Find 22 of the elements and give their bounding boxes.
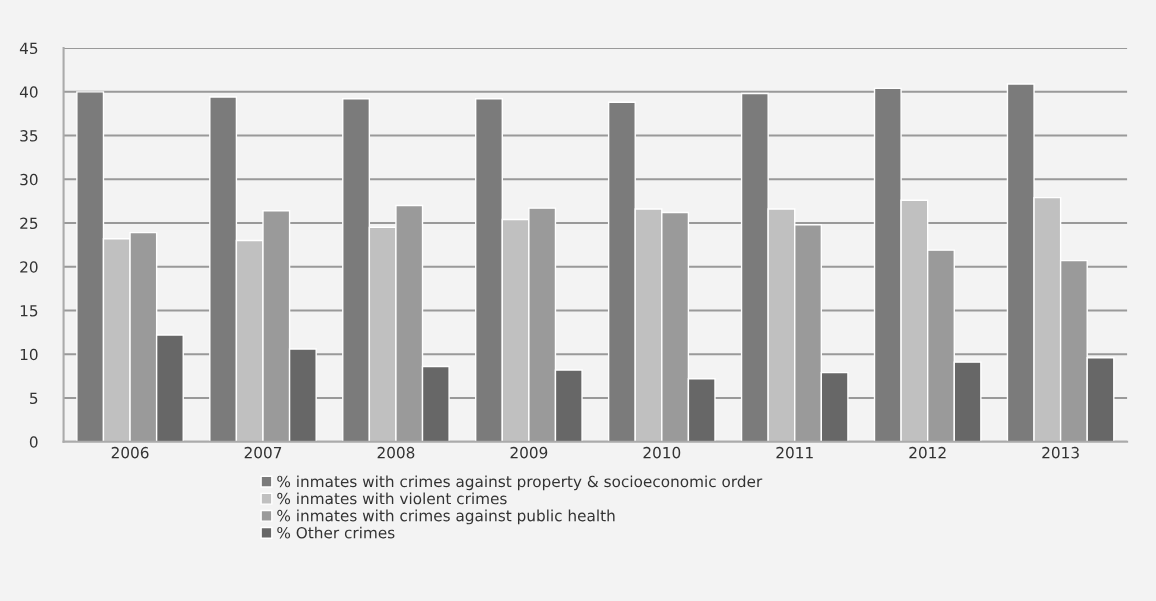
legend-label: % inmates with crimes against public health xyxy=(277,509,615,525)
y-tick-label: 15 xyxy=(20,305,38,317)
y-tick-label: 45 xyxy=(19,42,38,55)
x-tick-label: 2006 xyxy=(111,446,149,459)
x-tick-label: 2010 xyxy=(643,446,681,459)
y-tick-label: 10 xyxy=(20,348,38,361)
x-tick-label: 2013 xyxy=(1042,446,1079,459)
y-tick-label: 40 xyxy=(19,86,38,98)
x-tick-label: 2011 xyxy=(776,446,813,459)
y-tick-label: 5 xyxy=(30,392,38,405)
legend-label: % inmates with crimes against property & socioeconomic order xyxy=(277,475,763,491)
x-tick-label: 2008 xyxy=(377,446,415,459)
legend-label: % inmates with violent crimes xyxy=(277,492,507,505)
legend-label: % Other crimes xyxy=(277,526,395,539)
y-tick-label: 25 xyxy=(20,217,38,230)
y-tick-label: 35 xyxy=(20,130,38,142)
x-tick-label: 2009 xyxy=(510,446,548,459)
y-tick-label: 0 xyxy=(29,436,38,448)
y-tick-label: 30 xyxy=(20,173,38,186)
x-tick-label: 2012 xyxy=(909,446,946,459)
x-tick-label: 2007 xyxy=(244,446,282,459)
y-tick-label: 20 xyxy=(20,261,38,273)
